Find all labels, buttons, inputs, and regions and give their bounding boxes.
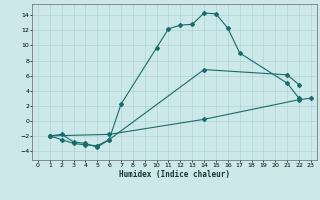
- X-axis label: Humidex (Indice chaleur): Humidex (Indice chaleur): [119, 170, 230, 179]
